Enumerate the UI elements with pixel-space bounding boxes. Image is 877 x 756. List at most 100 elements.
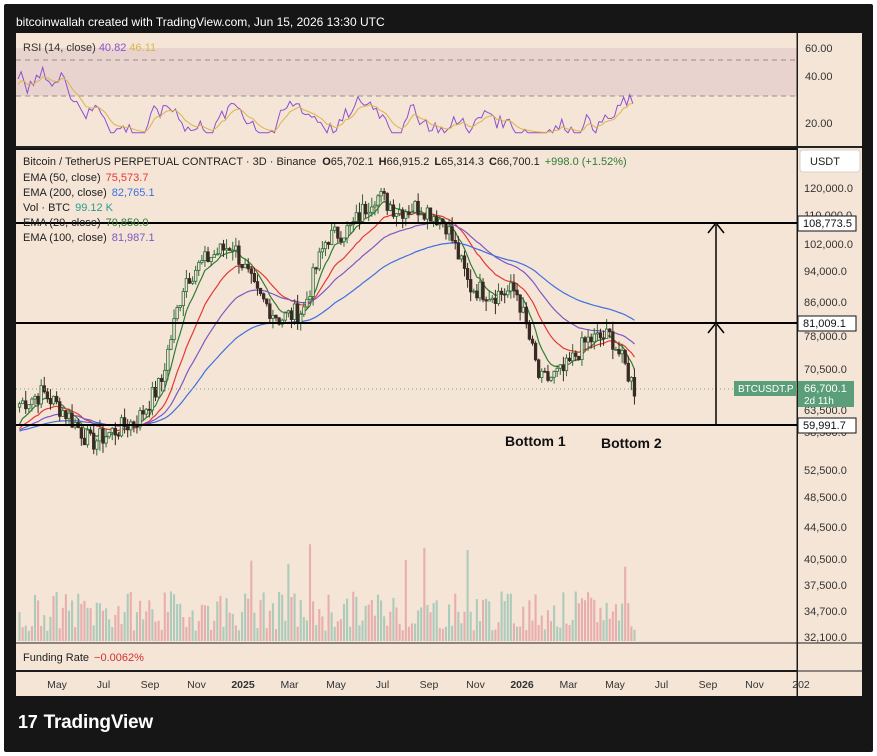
volume-bar	[327, 594, 330, 641]
volume-bar	[256, 628, 259, 641]
candle-body	[163, 369, 167, 382]
candle-body	[598, 332, 603, 339]
volume-bar	[154, 621, 157, 641]
legend-ema50: EMA (50, close) 75,573.7	[23, 172, 148, 184]
candle-body	[212, 254, 216, 258]
candle-body	[493, 297, 498, 304]
volume-bar	[349, 626, 352, 641]
y-tick: 34,700.0	[804, 606, 847, 618]
volume-bar	[599, 607, 602, 641]
volume-bar	[602, 620, 605, 641]
volume-bar	[355, 596, 358, 641]
volume-bar	[556, 626, 559, 641]
rsi-ma-line	[17, 76, 633, 133]
candle-body	[404, 211, 408, 219]
volume-bar	[410, 623, 414, 641]
volume-bar	[534, 594, 537, 641]
candle-body	[391, 204, 396, 217]
volume-bar	[497, 622, 500, 641]
candle-body	[363, 203, 368, 215]
volume-bar	[210, 629, 213, 641]
candle-body	[265, 298, 269, 305]
volume-bar	[284, 620, 287, 641]
right-axis[interactable]	[798, 33, 862, 696]
volume-bar	[398, 623, 401, 641]
currency-button[interactable]	[799, 149, 861, 173]
volume-bar	[522, 606, 525, 641]
volume-bar	[321, 616, 324, 641]
rsi-lines	[17, 65, 634, 135]
annotation-bottom-2: Bottom 2	[601, 435, 662, 451]
candle-body	[70, 412, 74, 428]
volume-bar	[27, 630, 30, 641]
candle-body	[605, 328, 609, 339]
volume-bar	[503, 601, 506, 641]
volume-bar	[417, 610, 420, 641]
candle-body	[472, 290, 476, 293]
candle-body	[194, 269, 198, 282]
volume-bar	[173, 594, 176, 641]
candle-body	[413, 200, 417, 213]
price-axis-ticks: 120,000.0110,000.0102,000.094,000.086,00…	[804, 183, 853, 644]
y-tick: 94,000.0	[804, 266, 847, 278]
volume-bar	[546, 610, 549, 641]
candle-body	[138, 410, 142, 428]
volume-bar	[206, 605, 210, 641]
candle-body	[401, 209, 405, 219]
tradingview-logo[interactable]: 17 TradingView	[18, 712, 153, 734]
x-tick: May	[326, 679, 347, 691]
volume-bar	[324, 630, 327, 641]
volume-bar	[231, 613, 234, 641]
x-tick: Sep	[141, 679, 160, 691]
volume-bar	[253, 612, 256, 641]
candle-body	[376, 195, 380, 206]
volume-bar	[271, 603, 274, 641]
candle-body	[107, 432, 111, 438]
candle-body	[104, 436, 108, 444]
volume-bar	[24, 625, 27, 641]
candle-body	[215, 253, 219, 256]
volume-bar	[250, 560, 253, 641]
level-label-bg-81k	[797, 315, 857, 332]
time-axis[interactable]	[16, 672, 797, 696]
candle-body	[373, 204, 377, 208]
candle-body	[342, 237, 346, 243]
candle-body	[345, 225, 349, 239]
candle-body	[441, 218, 445, 223]
volume-bar	[454, 593, 457, 641]
funding-pane[interactable]	[16, 644, 797, 670]
candle-body	[552, 370, 556, 378]
candle-body	[228, 248, 232, 251]
rsi-ma-value: 46.11	[129, 42, 156, 54]
candle-body	[496, 290, 501, 304]
candle-body	[611, 331, 615, 350]
x-tick: 202	[792, 679, 810, 691]
candle-body	[289, 310, 294, 320]
candle-body	[333, 226, 337, 231]
candle-body	[258, 287, 263, 295]
level-label-108k: 108,773.5	[803, 218, 852, 230]
volume-bar	[472, 630, 475, 641]
candle-body	[620, 349, 624, 355]
volume-bar	[30, 626, 33, 641]
candle-body	[116, 434, 121, 437]
volume-bar	[392, 597, 395, 641]
volume-bar	[265, 628, 268, 641]
volume-bar	[160, 629, 163, 641]
candle-body	[36, 395, 40, 405]
candle-body	[571, 352, 575, 362]
volume-bar	[565, 623, 568, 641]
volume-bar	[463, 611, 466, 641]
volume-bar	[438, 627, 441, 641]
candle-body	[512, 282, 516, 291]
volume-bar	[234, 625, 237, 641]
candle-body	[30, 398, 34, 406]
y-tick: 120,000.0	[804, 183, 853, 195]
candle-body	[357, 212, 362, 222]
candle-body	[178, 305, 182, 308]
volume-bar	[444, 626, 448, 641]
volume-bar	[55, 592, 58, 641]
volume-bar	[485, 598, 488, 641]
level-label-bg-60k	[797, 417, 857, 434]
